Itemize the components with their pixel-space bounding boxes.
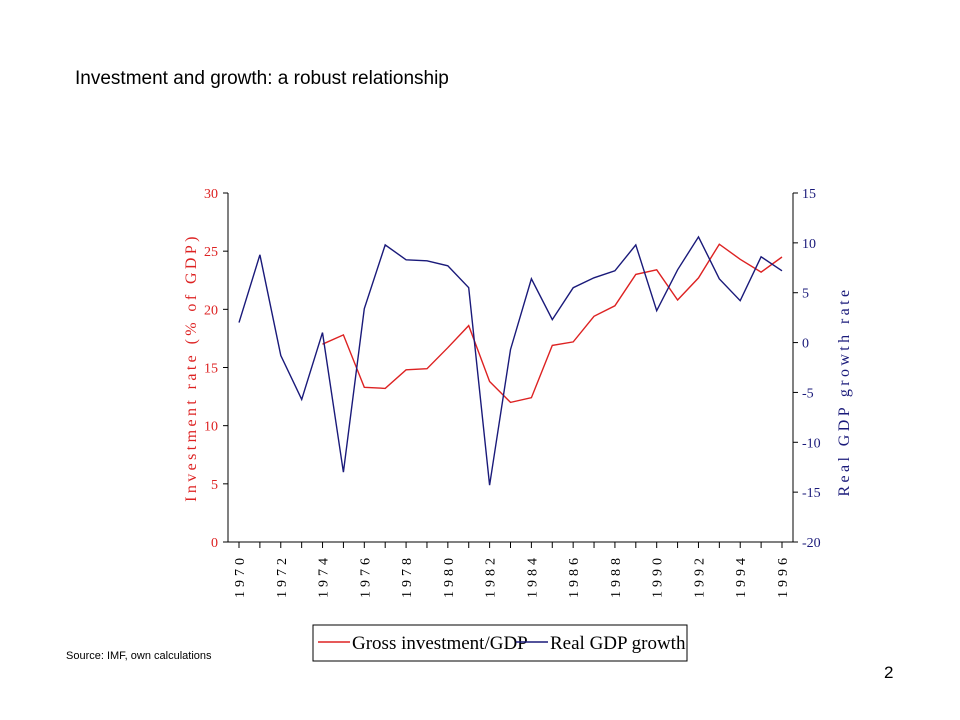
y-right-tick-label: 5 — [802, 287, 809, 302]
y-axis-left-label: Investment rate (% of GDP) — [183, 233, 200, 502]
y-left-tick-label: 15 — [204, 362, 218, 377]
y-right-tick-label: 10 — [802, 237, 816, 252]
y-left-tick-label: 30 — [204, 187, 218, 202]
x-tick-label: 1992 — [692, 554, 707, 598]
x-tick-label: 1982 — [484, 554, 499, 598]
legend-box — [312, 624, 688, 662]
x-tick-label: 1980 — [442, 554, 457, 598]
x-tick-label: 1974 — [317, 554, 332, 598]
x-tick-label: 1984 — [525, 554, 540, 598]
y-left-tick-label: 5 — [211, 478, 218, 493]
series-lines — [238, 235, 783, 486]
x-tick-label: 1994 — [734, 554, 749, 598]
source-note: Source: IMF, own calculations — [66, 650, 212, 662]
x-tick-label: 1970 — [233, 554, 248, 598]
series-line-growth — [238, 235, 783, 486]
x-tick-label: 1988 — [609, 554, 624, 598]
y-right-tick-label: -5 — [802, 386, 814, 401]
x-tick-label: 1996 — [776, 554, 791, 598]
series-points — [238, 236, 783, 486]
y-left-tick-label: 20 — [204, 303, 218, 318]
page-number: 2 — [884, 663, 894, 682]
tick-labels: 0 5 10 15 20 25 30 -20 -15 -10 -5 0 5 10 15 1970 1972 197… — [204, 187, 821, 598]
y-left-tick-label: 10 — [204, 420, 218, 435]
legend: Gross investment/GDP Real GDP growth — [312, 624, 688, 662]
y-right-tick-label: -10 — [802, 436, 821, 451]
x-tick-label: 1972 — [275, 554, 290, 598]
legend-label-investment: Gross investment/GDP — [352, 633, 528, 654]
x-tick-label: 1976 — [358, 554, 373, 598]
y-axis-right-label: Real GDP growth rate — [836, 286, 853, 496]
slide-title: Investment and growth: a robust relation… — [75, 68, 449, 89]
series-line-investment — [322, 243, 783, 404]
y-right-tick-label: -20 — [802, 536, 821, 551]
y-left-tick-label: 25 — [204, 245, 218, 260]
x-tick-label: 1990 — [651, 554, 666, 598]
y-right-tick-label: 0 — [802, 337, 809, 352]
y-right-tick-label: -15 — [802, 486, 821, 501]
axes — [223, 192, 798, 548]
x-tick-label: 1978 — [400, 554, 415, 598]
x-tick-label: 1986 — [567, 554, 582, 598]
y-left-tick-label: 0 — [211, 536, 218, 551]
legend-label-growth: Real GDP growth — [550, 633, 686, 654]
y-right-tick-label: 15 — [802, 187, 816, 202]
